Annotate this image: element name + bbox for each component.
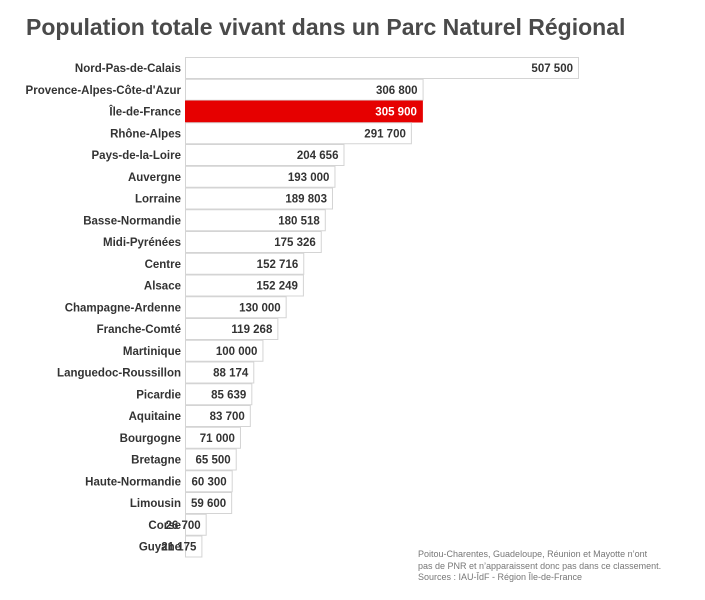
bar — [185, 470, 233, 493]
category-label: Basse-Normandie — [83, 215, 181, 227]
value-label: 71 000 — [200, 433, 235, 445]
value-label: 85 639 — [211, 389, 246, 401]
category-label: Alsace — [144, 281, 181, 293]
note-line: pas de PNR et n’apparaissent donc pas da… — [418, 560, 662, 571]
value-label: 305 900 — [375, 107, 417, 119]
value-label: 189 803 — [285, 194, 327, 206]
bar — [185, 513, 207, 536]
bar — [185, 57, 579, 79]
bar — [185, 339, 264, 362]
bar — [185, 405, 251, 427]
bar — [185, 296, 287, 319]
category-label: Pays-de-la-Loire — [92, 150, 181, 162]
value-label: 152 716 — [257, 259, 299, 271]
category-label: Champagne-Ardenne — [65, 302, 181, 314]
value-label: 21 175 — [161, 542, 197, 554]
category-label: Lorraine — [135, 194, 181, 206]
value-label: 507 500 — [531, 63, 573, 75]
category-label: Corse — [148, 520, 181, 532]
value-label: 130 000 — [239, 302, 281, 314]
category-label: Franche-Comté — [97, 324, 181, 336]
note-line: Poitou-Charentes, Guadeloupe, Réunion et… — [418, 549, 648, 559]
bar — [185, 274, 304, 297]
value-label: 152 249 — [256, 281, 298, 293]
category-label: Centre — [145, 259, 181, 271]
category-label: Auvergne — [128, 172, 181, 184]
value-label: 100 000 — [216, 346, 258, 358]
category-label: Midi-Pyrénées — [103, 237, 181, 249]
value-label: 59 600 — [191, 498, 226, 510]
category-label: Martinique — [123, 346, 181, 358]
category-label: Picardie — [136, 389, 181, 401]
bar — [185, 448, 237, 471]
category-label: Bretagne — [131, 455, 181, 467]
value-label: 83 700 — [210, 411, 245, 423]
bar — [185, 144, 345, 166]
value-label: 88 174 — [213, 368, 249, 380]
category-label: Nord-Pas-de-Calais — [75, 63, 181, 75]
category-label: Guyane — [139, 542, 181, 554]
bar — [185, 361, 255, 384]
value-label: 204 656 — [297, 150, 339, 162]
source-note: Poitou-Charentes, Guadeloupe, Réunion et… — [418, 549, 661, 584]
value-label: 193 000 — [288, 172, 330, 184]
bar — [185, 209, 326, 232]
value-label: 60 300 — [192, 476, 227, 488]
category-label: Provence-Alpes-Côte-d'Azur — [26, 85, 182, 97]
bar — [185, 187, 333, 210]
category-label: Bourgogne — [120, 433, 181, 445]
category-label: Rhône-Alpes — [110, 128, 181, 140]
value-label: 180 518 — [278, 215, 320, 227]
bar — [185, 535, 203, 558]
bar — [185, 165, 336, 188]
bar — [185, 383, 253, 406]
note-line: Sources : IAU-ÎdF - Région Île-de-France — [418, 572, 583, 582]
value-label: 119 268 — [231, 324, 273, 336]
bar — [185, 231, 322, 253]
bar — [185, 318, 279, 340]
bar — [185, 426, 241, 449]
value-label: 306 800 — [376, 85, 418, 97]
value-label: 65 500 — [196, 455, 231, 467]
bar — [185, 492, 233, 514]
bar — [185, 100, 423, 123]
bar — [185, 78, 424, 101]
value-label: 175 326 — [274, 237, 316, 249]
value-label: 26 700 — [165, 520, 200, 532]
category-label: Aquitaine — [129, 411, 181, 423]
category-label: Haute-Normandie — [85, 476, 181, 488]
category-label: Limousin — [130, 498, 181, 510]
bar — [185, 252, 305, 275]
category-label: Languedoc-Roussillon — [57, 368, 181, 380]
chart-title: Population totale vivant dans un Parc Na… — [26, 14, 626, 40]
category-label: Île-de-France — [108, 106, 181, 119]
value-label: 291 700 — [364, 128, 406, 140]
bar — [185, 122, 412, 145]
